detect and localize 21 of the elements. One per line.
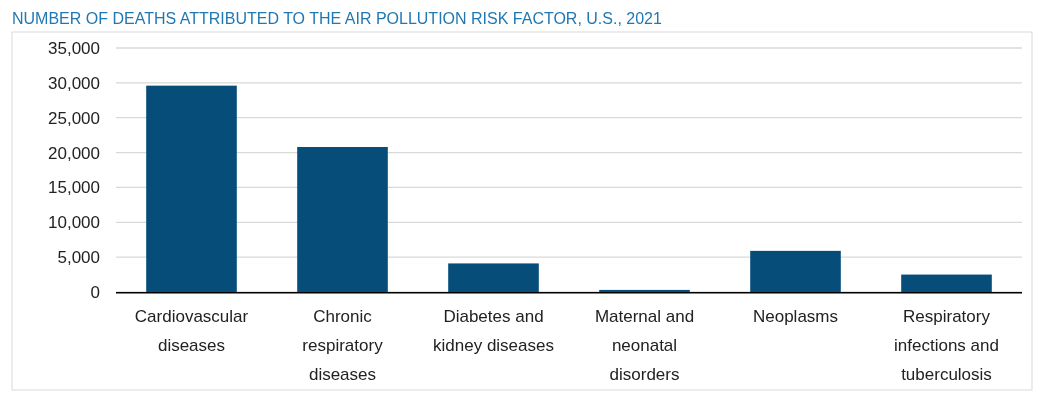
- y-tick-label: 15,000: [48, 178, 100, 198]
- bar: [599, 289, 690, 292]
- x-tick-label: Chronic respiratory diseases: [302, 307, 384, 384]
- x-tick-label: Cardiovascular diseases: [134, 307, 249, 355]
- y-tick-label: 5,000: [57, 248, 100, 268]
- x-tick-label: Neoplasms: [752, 307, 839, 326]
- bar: [750, 250, 841, 292]
- x-tick-label: Maternal and neonatal disorders: [594, 307, 695, 384]
- y-tick-label: 20,000: [48, 143, 100, 163]
- y-tick-label: 0: [90, 282, 100, 302]
- y-tick-label: 30,000: [48, 73, 100, 93]
- bar: [448, 263, 539, 292]
- bar: [297, 146, 388, 292]
- y-tick-label: 25,000: [48, 108, 100, 128]
- bar: [901, 274, 992, 292]
- chart-title: NUMBER OF DEATHS ATTRIBUTED TO THE AIR POLLUTION RISK FACTOR, U.S., 2021: [12, 10, 663, 27]
- y-tick-label: 35,000: [48, 38, 100, 58]
- y-tick-label: 10,000: [48, 213, 100, 233]
- bar: [146, 85, 237, 292]
- x-tick-label: Respiratory infections and tuberculosis: [894, 307, 999, 384]
- x-tick-label: Diabetes and kidney diseases: [433, 307, 554, 355]
